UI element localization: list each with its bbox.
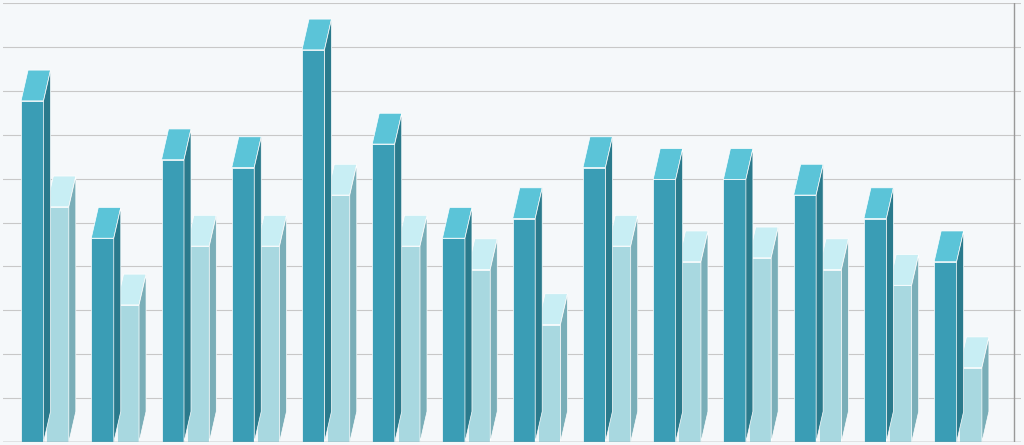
Bar [679, 262, 701, 442]
Polygon shape [162, 129, 191, 160]
Polygon shape [328, 164, 356, 195]
Polygon shape [46, 176, 76, 207]
Polygon shape [653, 149, 683, 179]
Bar [117, 305, 139, 442]
Polygon shape [209, 215, 216, 442]
Polygon shape [956, 231, 964, 442]
Bar [22, 101, 43, 442]
Polygon shape [442, 207, 472, 238]
Polygon shape [608, 215, 638, 246]
Polygon shape [864, 188, 893, 218]
Polygon shape [373, 113, 401, 144]
Polygon shape [560, 294, 567, 442]
Polygon shape [468, 239, 498, 270]
Polygon shape [490, 239, 498, 442]
Bar [442, 238, 465, 442]
Polygon shape [723, 149, 753, 179]
Bar [328, 195, 350, 442]
Bar [819, 270, 842, 442]
Bar [186, 246, 209, 442]
Polygon shape [117, 274, 146, 305]
Polygon shape [842, 239, 849, 442]
Polygon shape [889, 255, 919, 285]
Polygon shape [749, 227, 778, 258]
Polygon shape [513, 188, 542, 218]
Bar [468, 270, 490, 442]
Bar [653, 179, 676, 442]
Polygon shape [771, 227, 778, 442]
Bar [302, 50, 325, 442]
Polygon shape [701, 231, 708, 442]
Polygon shape [605, 137, 612, 442]
Polygon shape [69, 176, 76, 442]
Bar [513, 218, 536, 442]
Polygon shape [231, 137, 261, 168]
Polygon shape [911, 255, 919, 442]
Polygon shape [114, 207, 121, 442]
Bar [794, 195, 816, 442]
Polygon shape [934, 231, 964, 262]
Polygon shape [139, 274, 146, 442]
Bar [583, 168, 605, 442]
Bar [397, 246, 420, 442]
Polygon shape [536, 188, 542, 442]
Bar [749, 258, 771, 442]
Polygon shape [302, 19, 332, 50]
Polygon shape [397, 215, 427, 246]
Polygon shape [394, 113, 401, 442]
Bar [864, 218, 887, 442]
Polygon shape [676, 149, 683, 442]
Bar [91, 238, 114, 442]
Polygon shape [794, 164, 823, 195]
Bar [46, 207, 69, 442]
Bar [231, 168, 254, 442]
Polygon shape [538, 294, 567, 324]
Bar [608, 246, 631, 442]
Polygon shape [350, 164, 356, 442]
Polygon shape [420, 215, 427, 442]
Polygon shape [631, 215, 638, 442]
Polygon shape [887, 188, 893, 442]
Polygon shape [43, 70, 50, 442]
Polygon shape [280, 215, 287, 442]
Polygon shape [819, 239, 849, 270]
Bar [373, 144, 394, 442]
Polygon shape [982, 337, 989, 442]
Polygon shape [465, 207, 472, 442]
Bar [538, 324, 560, 442]
Polygon shape [745, 149, 753, 442]
Polygon shape [186, 215, 216, 246]
Polygon shape [184, 129, 191, 442]
Bar [934, 262, 956, 442]
Polygon shape [91, 207, 121, 238]
Polygon shape [254, 137, 261, 442]
Polygon shape [583, 137, 612, 168]
Polygon shape [22, 70, 50, 101]
Bar [257, 246, 280, 442]
Bar [959, 368, 982, 442]
Polygon shape [679, 231, 708, 262]
Bar [723, 179, 745, 442]
Polygon shape [325, 19, 332, 442]
Bar [162, 160, 184, 442]
Polygon shape [257, 215, 287, 246]
Polygon shape [959, 337, 989, 368]
Bar [889, 285, 911, 442]
Polygon shape [816, 164, 823, 442]
